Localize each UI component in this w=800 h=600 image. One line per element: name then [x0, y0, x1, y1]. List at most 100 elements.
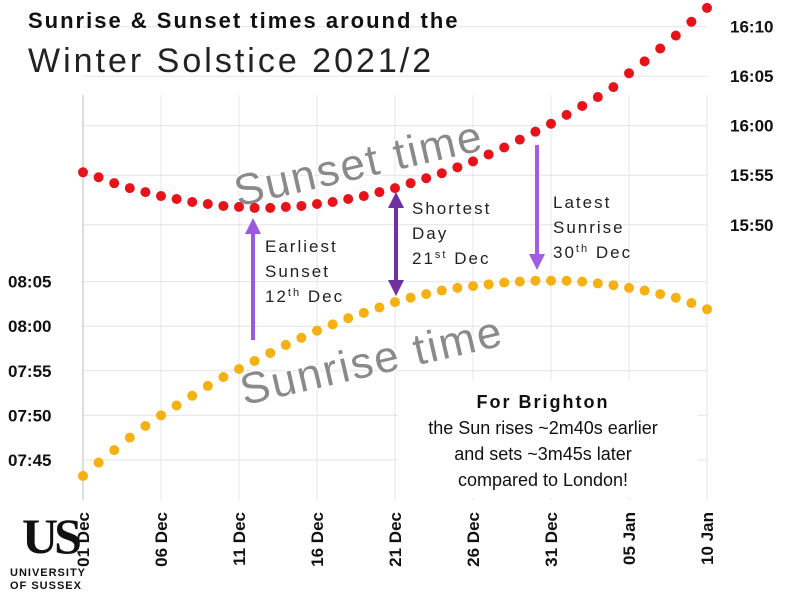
- chart-subtitle: Winter Solstice 2021/2: [28, 42, 434, 80]
- y-tick-label: 08:05: [8, 273, 51, 292]
- annotation: 30th Dec: [553, 243, 632, 262]
- logo-mark: US: [22, 508, 80, 564]
- data-point: [327, 196, 338, 207]
- marks: [78, 2, 712, 481]
- annotation: Shortest: [412, 199, 491, 218]
- data-point: [608, 280, 619, 291]
- x-tick-label: 05 Jan: [620, 512, 639, 565]
- annotation-text: Sunset: [265, 262, 330, 281]
- data-point: [249, 355, 260, 366]
- data-point: [265, 202, 276, 213]
- data-point: [327, 319, 338, 330]
- data-point: [296, 332, 307, 343]
- data-point: [390, 183, 400, 194]
- data-point: [265, 347, 276, 358]
- data-point: [639, 56, 650, 67]
- data-point: [499, 277, 510, 288]
- data-point: [156, 410, 166, 421]
- y2-tick-label: 16:00: [730, 117, 773, 136]
- superscript: th: [576, 243, 589, 255]
- data-point: [202, 380, 213, 391]
- data-point: [343, 194, 354, 205]
- data-point: [561, 275, 572, 286]
- note-title: For Brighton: [477, 392, 610, 412]
- data-point: [187, 196, 198, 207]
- data-point: [514, 134, 525, 145]
- data-point: [436, 168, 447, 179]
- y-tick-label: 07:55: [8, 362, 51, 381]
- data-point: [234, 201, 244, 212]
- superscript: th: [288, 287, 301, 299]
- data-point: [655, 43, 666, 54]
- data-point: [109, 178, 120, 189]
- data-point: [249, 202, 260, 213]
- annotation-text: Dec: [301, 287, 344, 306]
- annotation-text: Dec: [447, 249, 490, 268]
- x-tick-label: 01 Dec: [74, 512, 93, 567]
- data-point: [639, 285, 650, 296]
- y-tick-label: 07:50: [8, 406, 51, 425]
- data-point: [218, 372, 229, 383]
- data-point: [452, 162, 463, 173]
- annotation-text: Latest: [553, 193, 611, 212]
- data-point: [546, 118, 556, 129]
- data-point: [93, 457, 104, 468]
- data-point: [421, 173, 432, 184]
- data-point: [296, 200, 307, 211]
- data-point: [702, 304, 712, 315]
- data-point: [280, 201, 291, 212]
- data-point: [655, 289, 666, 300]
- data-point: [187, 390, 198, 401]
- y-tick-label: 07:45: [8, 451, 51, 470]
- data-point: [530, 126, 541, 137]
- data-point: [202, 198, 213, 209]
- data-point: [608, 82, 619, 93]
- annotation-text: Day: [412, 224, 448, 243]
- data-point: [577, 100, 588, 111]
- annotation: 21st Dec: [412, 249, 490, 268]
- chart-title: Sunrise & Sunset times around the: [28, 8, 460, 33]
- y2-tick-label: 16:10: [730, 18, 773, 37]
- note-line: the Sun rises ~2m40s earlier: [428, 418, 658, 438]
- annotation-text: Sunrise: [553, 218, 625, 237]
- annotation: 12th Dec: [265, 287, 344, 306]
- data-point: [312, 198, 322, 209]
- x-tick-label: 21 Dec: [386, 512, 405, 567]
- data-point: [140, 187, 151, 198]
- data-point: [140, 421, 151, 432]
- data-point: [78, 167, 88, 178]
- data-point: [93, 172, 104, 183]
- annotation-text: 12: [265, 287, 288, 306]
- data-point: [483, 149, 494, 160]
- annotation: Earliest: [265, 237, 338, 256]
- data-point: [624, 68, 634, 79]
- superscript: st: [435, 249, 448, 261]
- annotation-text: 21: [412, 249, 435, 268]
- annotation: Sunrise: [553, 218, 625, 237]
- note-line: compared to London!: [458, 470, 628, 490]
- data-point: [374, 302, 385, 313]
- logo-text: OF SUSSEX: [10, 580, 82, 592]
- note-line: and sets ~3m45s later: [454, 444, 632, 464]
- annotation: Latest: [553, 193, 611, 212]
- data-point: [312, 325, 322, 336]
- data-point: [452, 282, 463, 293]
- data-point: [390, 297, 400, 308]
- data-point: [78, 470, 88, 481]
- data-point: [280, 339, 291, 350]
- data-point: [374, 187, 385, 198]
- x-tick-label: 26 Dec: [464, 512, 483, 567]
- data-point: [530, 275, 541, 286]
- data-point: [405, 292, 416, 303]
- data-point: [577, 276, 588, 287]
- data-point: [483, 279, 494, 290]
- y2-tick-label: 15:55: [730, 166, 773, 185]
- data-point: [592, 278, 603, 289]
- y-tick-label: 08:00: [8, 317, 51, 336]
- data-point: [561, 109, 572, 120]
- data-point: [686, 16, 697, 27]
- data-point: [358, 191, 369, 202]
- data-point: [670, 292, 681, 303]
- annotation: Sunset: [265, 262, 330, 281]
- data-point: [546, 275, 556, 286]
